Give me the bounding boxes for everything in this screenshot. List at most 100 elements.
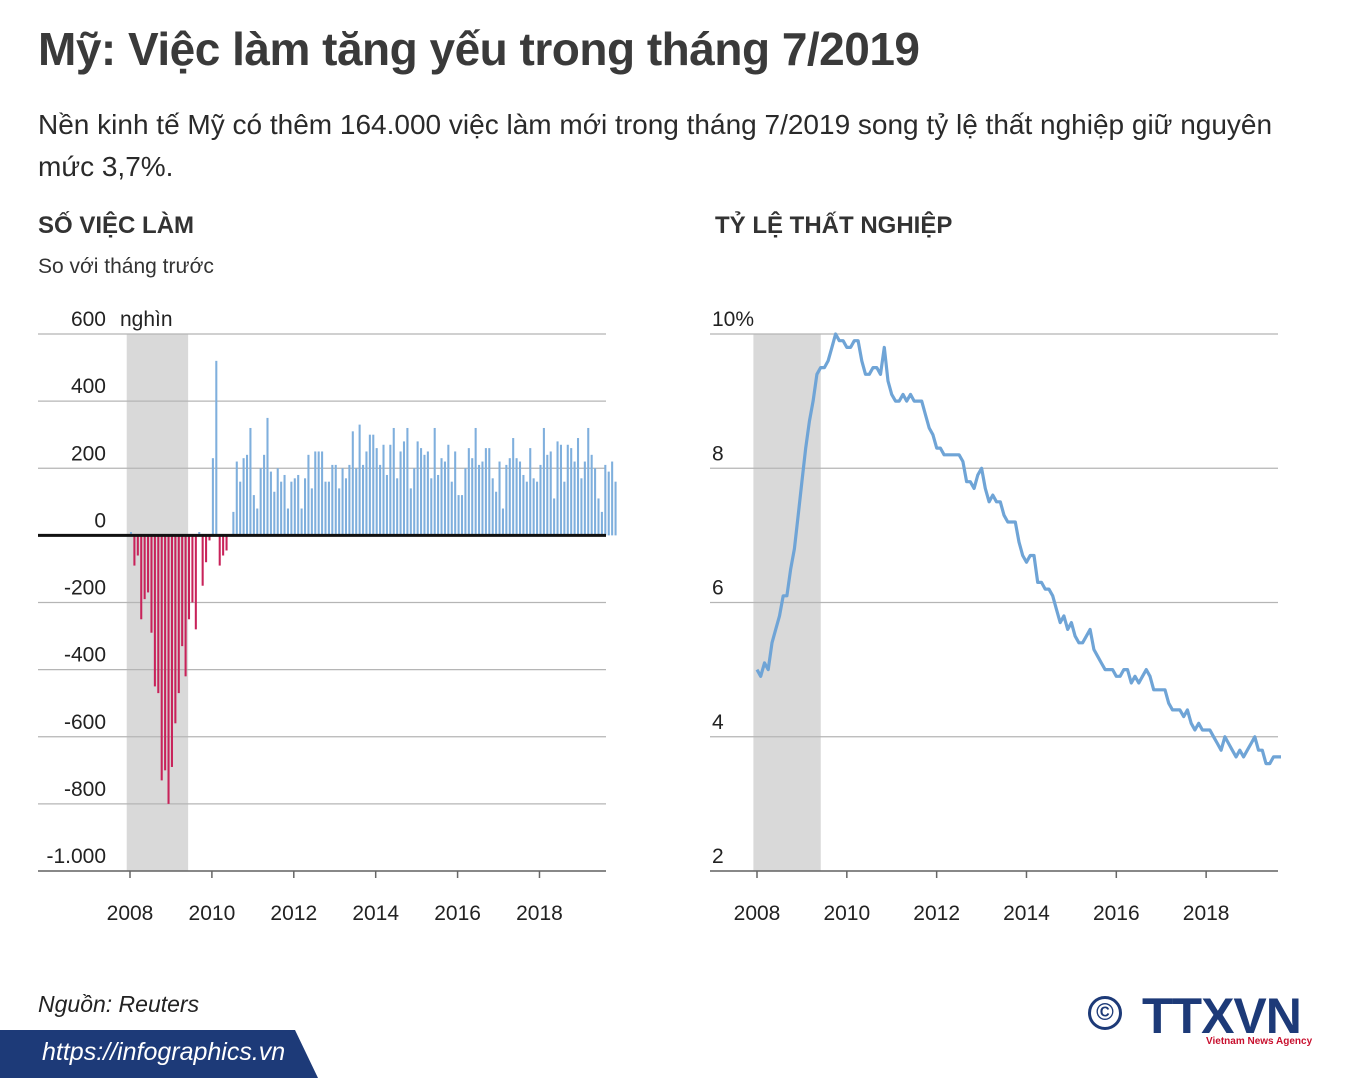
job-bar bbox=[129, 532, 133, 536]
job-bar bbox=[556, 441, 559, 536]
job-bar bbox=[382, 444, 385, 536]
x-tick-label: 2016 bbox=[1093, 902, 1140, 925]
unemployment-chart-title: TỶ LỆ THẤT NGHIỆP bbox=[715, 212, 953, 239]
job-bar bbox=[433, 427, 436, 536]
job-bar bbox=[570, 448, 573, 536]
job-bar bbox=[293, 478, 296, 536]
job-bar bbox=[501, 508, 504, 536]
job-bar bbox=[532, 478, 535, 536]
job-bar bbox=[266, 417, 269, 536]
job-bar bbox=[331, 464, 334, 536]
job-bar bbox=[460, 495, 464, 536]
y-tick-label: 2 bbox=[712, 845, 724, 868]
job-bar bbox=[372, 434, 375, 536]
job-bar bbox=[136, 535, 139, 556]
job-bar bbox=[263, 454, 266, 536]
job-bar bbox=[341, 468, 344, 536]
job-bar bbox=[529, 448, 532, 536]
job-bar bbox=[474, 427, 477, 536]
job-bar bbox=[409, 488, 412, 536]
job-bar bbox=[300, 508, 303, 536]
job-bar bbox=[327, 481, 330, 536]
job-bar bbox=[307, 454, 310, 536]
y-tick-label: 6 bbox=[712, 577, 724, 600]
job-bar bbox=[549, 451, 552, 536]
job-bar bbox=[443, 461, 446, 536]
job-bar bbox=[157, 535, 160, 694]
job-bar bbox=[358, 424, 361, 536]
job-bar bbox=[239, 481, 242, 536]
job-bar bbox=[211, 458, 214, 536]
job-bar bbox=[249, 427, 252, 536]
job-bar bbox=[303, 478, 307, 536]
y-tick-label: 0 bbox=[94, 509, 106, 532]
job-bar bbox=[256, 508, 259, 536]
x-tick-label: 2008 bbox=[734, 902, 781, 925]
job-bar bbox=[273, 491, 276, 536]
job-bar bbox=[457, 495, 460, 536]
job-bar bbox=[365, 451, 368, 536]
job-bar bbox=[495, 491, 498, 536]
job-bar bbox=[396, 478, 399, 536]
job-bar bbox=[174, 535, 177, 724]
x-tick-label: 2010 bbox=[189, 902, 236, 925]
job-bar bbox=[201, 535, 204, 586]
y-tick-label: 10% bbox=[712, 308, 754, 331]
job-bar bbox=[420, 448, 423, 536]
job-bar bbox=[587, 427, 590, 536]
job-bar bbox=[283, 474, 286, 536]
job-bar bbox=[187, 535, 191, 620]
website-link[interactable]: https://infographics.vn bbox=[42, 1038, 286, 1066]
job-bar bbox=[539, 464, 542, 536]
job-bar bbox=[252, 495, 255, 536]
x-tick-label: 2018 bbox=[1183, 902, 1230, 925]
job-bar bbox=[580, 478, 583, 536]
job-bar bbox=[450, 481, 453, 536]
job-bar bbox=[259, 468, 262, 536]
job-bar bbox=[324, 481, 327, 536]
job-bar bbox=[392, 427, 395, 536]
job-bar bbox=[512, 438, 515, 536]
job-bar bbox=[181, 535, 184, 647]
job-bar bbox=[604, 464, 607, 536]
job-bar bbox=[522, 474, 525, 536]
job-bar bbox=[546, 454, 549, 536]
job-bar bbox=[314, 451, 317, 536]
job-bar bbox=[464, 468, 467, 536]
job-bar bbox=[153, 535, 156, 687]
job-bar bbox=[245, 454, 249, 536]
job-bar bbox=[379, 464, 382, 536]
job-bar bbox=[583, 461, 586, 536]
job-bar bbox=[471, 458, 474, 536]
job-bar bbox=[334, 464, 337, 536]
job-bar bbox=[536, 481, 539, 536]
job-bar bbox=[525, 481, 528, 536]
job-bar bbox=[321, 451, 324, 536]
job-bar bbox=[205, 535, 208, 563]
job-bar bbox=[518, 461, 522, 536]
page-title: Mỹ: Việc làm tăng yếu trong tháng 7/2019 bbox=[38, 23, 920, 75]
job-bar bbox=[368, 434, 371, 536]
job-bar bbox=[297, 474, 300, 536]
job-bar bbox=[447, 444, 450, 536]
y-tick-label: -400 bbox=[64, 644, 106, 667]
job-bar bbox=[576, 438, 580, 536]
y-tick-label: 8 bbox=[712, 442, 724, 465]
job-bar bbox=[235, 461, 238, 536]
job-bar bbox=[430, 478, 433, 536]
job-bar bbox=[269, 471, 272, 536]
job-bar bbox=[348, 464, 351, 536]
ttxvn-logo: © TTXVN Vietnam News Agency bbox=[1088, 988, 1328, 1050]
job-bar bbox=[597, 498, 600, 536]
logo-tagline: Vietnam News Agency bbox=[1206, 1036, 1313, 1047]
copyright-icon: © bbox=[1088, 996, 1122, 1030]
job-bar bbox=[194, 535, 197, 630]
jobs-chart-subtitle: So với tháng trước bbox=[38, 255, 214, 278]
y-tick-label: 4 bbox=[712, 711, 724, 734]
job-bar bbox=[225, 535, 228, 551]
jobs-chart-title: SỐ VIỆC LÀM bbox=[38, 212, 195, 239]
job-bar bbox=[170, 535, 173, 767]
job-bar bbox=[399, 451, 402, 536]
job-bar bbox=[484, 448, 487, 536]
